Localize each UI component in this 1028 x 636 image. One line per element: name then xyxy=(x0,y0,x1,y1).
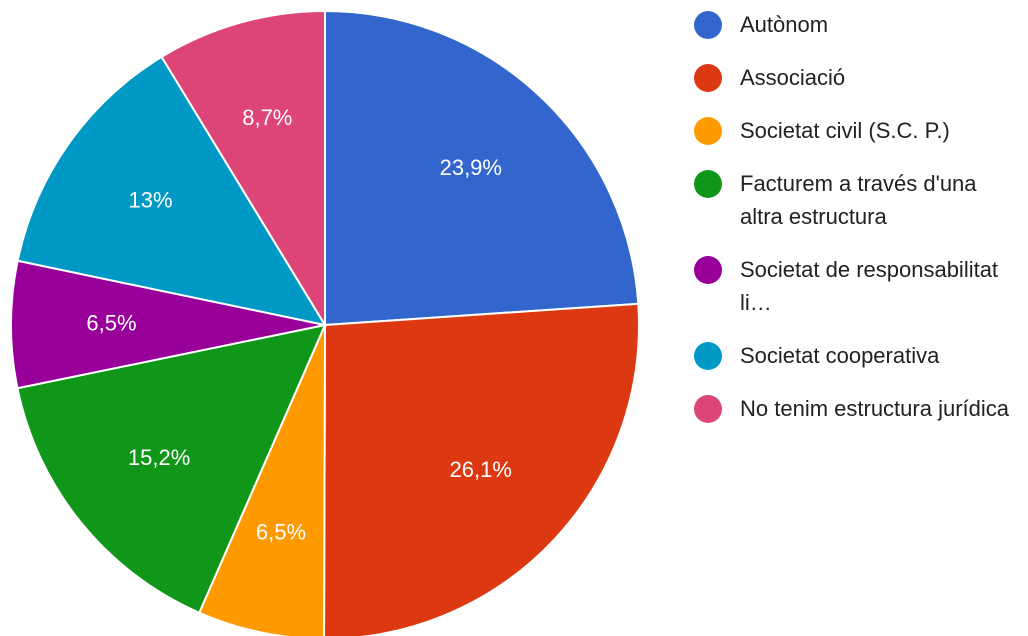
legend-swatch xyxy=(694,342,722,370)
legend-swatch xyxy=(694,395,722,423)
pie-slice xyxy=(16,323,327,615)
data-label: 6,5% xyxy=(86,310,136,335)
legend-swatch xyxy=(694,11,722,39)
pie-slice xyxy=(160,9,326,329)
legend-label: Facturem a través d'una altra estructura xyxy=(740,171,977,229)
data-label: 8,7% xyxy=(242,105,292,130)
legend-item: Facturem a través d'una altra estructura xyxy=(694,167,1024,233)
pie-slice xyxy=(16,55,328,327)
data-label: 26,1% xyxy=(450,457,512,482)
legend: Autònom Associació Societat civil (S.C. P.… xyxy=(694,8,1024,425)
data-label: 23,9% xyxy=(440,155,502,180)
data-label: 15,2% xyxy=(128,445,190,470)
legend-item: No tenim estructura jurídica xyxy=(694,392,1024,425)
pie-slice xyxy=(10,259,326,390)
legend-swatch xyxy=(694,256,722,284)
legend-label: Societat cooperativa xyxy=(740,343,940,368)
legend-label: Autònom xyxy=(740,12,829,37)
legend-item: Societat de responsabilitat li… xyxy=(694,253,1024,319)
legend-item: Autònom xyxy=(694,8,1024,41)
legend-item: Societat civil (S.C. P.) xyxy=(694,114,1024,147)
pie-slice xyxy=(324,9,640,327)
data-label: 6,5% xyxy=(256,520,306,545)
pie: 23,9% 26,1% 6,5% 15,2% 6,5% 13% 8,7% xyxy=(10,9,640,636)
legend-swatch xyxy=(694,64,722,92)
legend-label: Societat civil (S.C. P.) xyxy=(740,118,950,143)
legend-swatch xyxy=(694,170,722,198)
legend-label: Associació xyxy=(740,65,846,90)
data-label: 13% xyxy=(129,188,173,213)
pie-slice xyxy=(197,324,326,636)
legend-swatch xyxy=(694,117,722,145)
pie-slice xyxy=(323,302,640,636)
legend-item: Societat cooperativa xyxy=(694,339,1024,372)
legend-label: No tenim estructura jurídica xyxy=(740,396,1009,421)
legend-item: Associació xyxy=(694,61,1024,94)
legend-label: Societat de responsabilitat li… xyxy=(740,257,999,315)
